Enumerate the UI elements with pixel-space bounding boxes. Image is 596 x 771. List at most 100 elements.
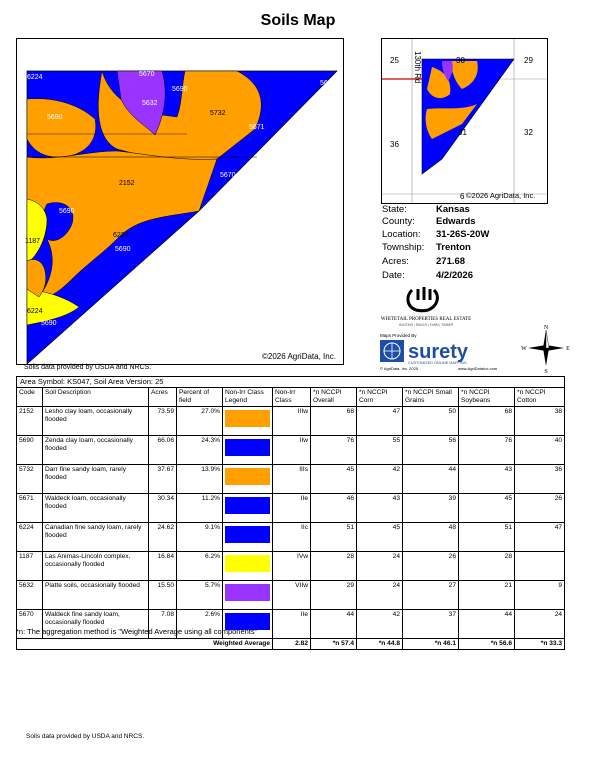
legend-swatch	[225, 584, 270, 601]
nccpi-small-grains: 44	[402, 464, 459, 494]
nccpi-soybeans: 44	[458, 609, 515, 639]
non-irr-class: VIIw	[272, 580, 311, 610]
legend-swatch	[225, 613, 270, 630]
info-value: Trenton	[436, 242, 471, 253]
soils-map-graphic: 6224 5670 5690 5632 5632 5690 5732 5671 …	[25, 70, 338, 364]
map-label: 6224	[113, 232, 129, 239]
nccpi-soybeans: 51	[458, 522, 515, 552]
map-label: 5671	[249, 124, 265, 131]
class-legend-swatch	[222, 580, 273, 610]
nccpi-soybeans: 45	[458, 493, 515, 523]
non-irr-class: IIIw	[272, 406, 311, 436]
column-header: *n NCCPI Overall	[310, 387, 357, 407]
soil-description: Darr fine sandy loam, rarely flooded	[42, 464, 149, 494]
info-label: Date:	[382, 270, 405, 281]
soil-description: Platte soils, occasionally flooded	[42, 580, 149, 610]
nccpi-small-grains: 50	[402, 406, 459, 436]
inset-section-label: 29	[524, 56, 533, 65]
nccpi-corn: 42	[356, 609, 403, 639]
page-title: Soils Map	[260, 12, 336, 29]
legend-swatch	[225, 468, 270, 485]
nccpi-cotton: 26	[513, 493, 566, 523]
compass-rose: N S E W	[520, 322, 572, 375]
nccpi-soybeans: 28	[458, 551, 515, 581]
total-overall: *n 57.4	[310, 638, 357, 650]
table-row: 2152 Lesho clay loam, occasionally floode…	[16, 406, 566, 436]
compass-icon: N S E W	[521, 325, 570, 375]
nccpi-overall: 46	[310, 493, 357, 523]
table-row: 5632 Platte soils, occasionally flooded 15…	[16, 580, 566, 610]
nccpi-corn: 24	[356, 580, 403, 610]
class-legend-swatch	[222, 522, 273, 552]
non-irr-class: IIe	[272, 493, 311, 523]
nccpi-cotton: 47	[513, 522, 566, 552]
antler-icon: WHITETAIL PROPERTIES REAL ESTATE HUNTING…	[381, 287, 471, 327]
info-row-location: Location: 31-26S-20W	[382, 229, 592, 244]
table-row: 5671 Waldeck loam, occasionally flooded 30…	[16, 493, 566, 523]
nccpi-cotton	[513, 551, 566, 581]
column-header: Code	[16, 387, 43, 407]
inset-copyright: ©2026 AgriData, Inc.	[466, 191, 535, 200]
column-header: *n NCCPI Small Grains	[402, 387, 459, 407]
map-copyright: ©2026 AgriData, Inc.	[262, 352, 336, 361]
map-source-note: Soils data provided by USDA and NRCS.	[24, 364, 152, 371]
surety-logo: Maps Provided By surety CUSTOMIZED ONLIN…	[378, 330, 512, 372]
soil-code: 5671	[16, 493, 43, 523]
soil-code: 1187	[16, 551, 43, 581]
info-label: Township:	[382, 242, 425, 253]
map-label: 5732	[210, 110, 226, 117]
map-label: 2152	[119, 180, 135, 187]
nccpi-overall: 51	[310, 522, 357, 552]
info-row-township: Township: Trenton	[382, 242, 592, 257]
area-symbol: Area Symbol: KS047, Soil Area Version: 2…	[15, 376, 566, 388]
nccpi-overall: 28	[310, 551, 357, 581]
inset-section-label: 25	[390, 56, 399, 65]
map-label: 6224	[27, 74, 43, 81]
column-header: *n NCCPI Cotton	[513, 387, 566, 407]
column-header: Non-Irr Class Legend	[222, 387, 273, 407]
soil-acres: 15.50	[148, 580, 177, 610]
total-cotton: *n 33.3	[513, 638, 566, 650]
info-value: Edwards	[436, 216, 476, 227]
inset-section-label: 6	[460, 192, 465, 201]
nccpi-corn: 43	[356, 493, 403, 523]
nccpi-cotton: 36	[513, 464, 566, 494]
soil-percent: 27.0%	[176, 406, 223, 436]
inset-map[interactable]: 25 30 29 36 31 32 6 130th Rd ©2026 AgriD…	[381, 38, 548, 204]
nccpi-corn: 45	[356, 522, 403, 552]
total-soybeans: *n 56.6	[458, 638, 515, 650]
soils-map[interactable]: 6224 5670 5690 5632 5632 5690 5732 5671 …	[16, 38, 344, 365]
map-label: 1187	[25, 238, 40, 245]
nccpi-small-grains: 27	[402, 580, 459, 610]
info-value: 271.68	[436, 256, 466, 267]
nccpi-small-grains: 56	[402, 435, 459, 465]
inset-section-label: 36	[390, 140, 399, 149]
nccpi-soybeans: 43	[458, 464, 515, 494]
soil-code: 6224	[16, 522, 43, 552]
map-label: 5670	[139, 71, 155, 78]
legend-swatch	[225, 555, 270, 572]
legend-swatch	[225, 497, 270, 514]
map-label: 5632	[142, 100, 158, 107]
info-row-state: State: Kansas	[382, 204, 592, 219]
info-value: 4/2/2026	[436, 270, 473, 281]
soils-table: Area Symbol: KS047, Soil Area Version: 2…	[15, 376, 566, 650]
nccpi-small-grains: 26	[402, 551, 459, 581]
soil-acres: 37.67	[148, 464, 177, 494]
info-label: Location:	[382, 229, 421, 240]
soil-code: 5690	[16, 435, 43, 465]
table-row: 1187 Las Animas-Lincoln complex, occasion…	[16, 551, 566, 581]
nccpi-corn: 55	[356, 435, 403, 465]
column-header: *n NCCPI Corn	[356, 387, 403, 407]
column-header: Percent of field	[176, 387, 223, 407]
nccpi-corn: 47	[356, 406, 403, 436]
nccpi-soybeans: 68	[458, 406, 515, 436]
class-legend-swatch	[222, 435, 273, 465]
table-row: 6224 Canadian fine sandy loam, rarely flo…	[16, 522, 566, 552]
compass-n: N	[544, 325, 549, 331]
soil-acres: 66.06	[148, 435, 177, 465]
map-label: 5690	[47, 114, 63, 121]
surety-wordmark: surety	[408, 341, 469, 363]
soil-percent: 13.9%	[176, 464, 223, 494]
soil-description: Canadian fine sandy loam, rarely flooded	[42, 522, 149, 552]
